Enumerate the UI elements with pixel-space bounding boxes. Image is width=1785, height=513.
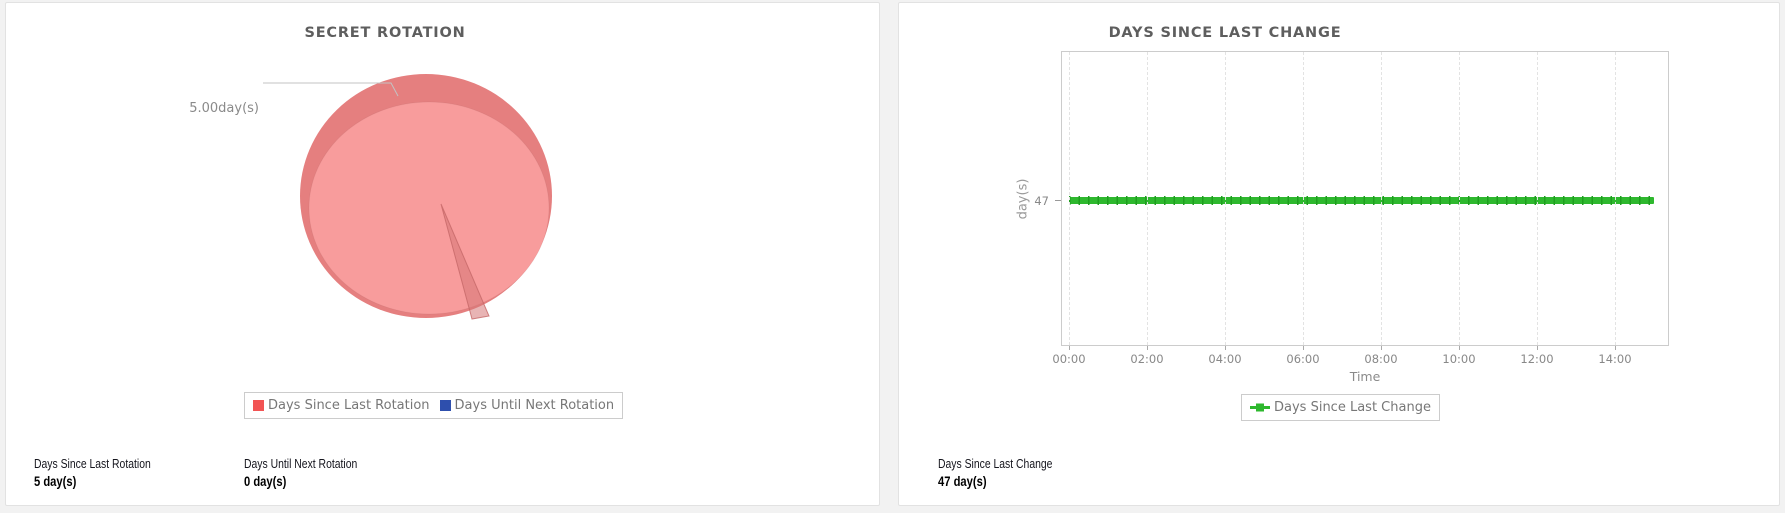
x-axis-tick-mark [1459,346,1460,350]
legend-label: Days Since Last Rotation [268,398,430,413]
vertical-gridline [1615,52,1616,345]
x-tick-label: 14:00 [1598,352,1632,366]
x-tick-label: 00:00 [1052,352,1086,366]
x-axis-tick-mark [1615,346,1616,350]
legend-item-days-since-last-change[interactable]: Days Since Last Change [1250,400,1431,415]
x-axis-tick-mark [1303,346,1304,350]
series-line-days-since-last-change[interactable] [1069,197,1654,204]
secret-rotation-title: SECRET ROTATION [304,25,466,41]
y-axis-title: day(s) [1015,178,1031,220]
legend-label: Days Until Next Rotation [454,398,615,413]
stat-days-until-next-rotation: Days Until Next Rotation 0 day(s) [244,456,386,489]
pie-slice-value-label: 5.00day(s) [189,101,259,116]
days-since-last-change-plot-area[interactable] [1061,51,1669,346]
x-axis-title: Time [1349,369,1381,384]
x-tick-label: 02:00 [1130,352,1164,366]
x-tick-label: 04:00 [1208,352,1242,366]
stat-label: Days Since Last Rotation [34,456,151,471]
red-square-swatch-icon [253,400,264,411]
x-axis-tick-mark [1537,346,1538,350]
x-tick-label: 06:00 [1286,352,1320,366]
vertical-gridline [1537,52,1538,345]
x-axis-tick-mark [1147,346,1148,350]
green-line-marker-icon [1250,403,1270,412]
blue-square-swatch-icon [439,400,451,411]
secret-rotation-legend[interactable]: Days Since Last Rotation Days Until Next… [244,392,624,419]
days-since-last-change-card: DAYS SINCE LAST CHANGE 47 day(s) 00:00 02… [898,2,1780,506]
stat-label: Days Until Next Rotation [244,456,358,471]
stat-days-since-last-rotation: Days Since Last Rotation 5 day(s) [34,456,180,489]
y-axis-tick-mark [1055,200,1061,201]
legend-label: Days Since Last Change [1274,400,1431,415]
pie-callout-leader-line [263,82,399,97]
series-svg [1069,196,1654,205]
secret-rotation-card: SECRET ROTATION 5.00day(s) Days Since La… [5,2,880,506]
vertical-gridline [1459,52,1460,345]
days-since-last-change-title: DAYS SINCE LAST CHANGE [1108,25,1342,41]
legend-item-days-since-last-rotation[interactable]: Days Since Last Rotation [253,398,430,413]
secret-rotation-pie-chart[interactable] [166,58,586,328]
x-tick-label: 12:00 [1520,352,1554,366]
y-tick-label-47: 47 [1034,194,1049,208]
vertical-gridline [1225,52,1226,345]
legend-item-days-until-next-rotation[interactable]: Days Until Next Rotation [439,398,615,413]
stat-label: Days Since Last Change [938,456,1053,471]
stat-value: 5 day(s) [34,473,77,489]
x-tick-label: 10:00 [1442,352,1476,366]
stat-value: 0 day(s) [244,473,287,489]
x-axis-tick-mark [1069,346,1070,350]
x-axis-tick-mark [1225,346,1226,350]
stat-value: 47 day(s) [938,473,987,489]
vertical-gridline [1069,52,1070,345]
stat-days-since-last-change: Days Since Last Change 47 day(s) [938,456,1081,489]
pie-slice-boundary-stroke [440,203,490,320]
pie-top-ellipse[interactable] [308,101,550,315]
x-axis-tick-mark [1381,346,1382,350]
x-tick-label: 08:00 [1364,352,1398,366]
vertical-gridline [1381,52,1382,345]
vertical-gridline [1147,52,1148,345]
days-since-last-change-legend[interactable]: Days Since Last Change [1241,394,1440,421]
vertical-gridline [1303,52,1304,345]
